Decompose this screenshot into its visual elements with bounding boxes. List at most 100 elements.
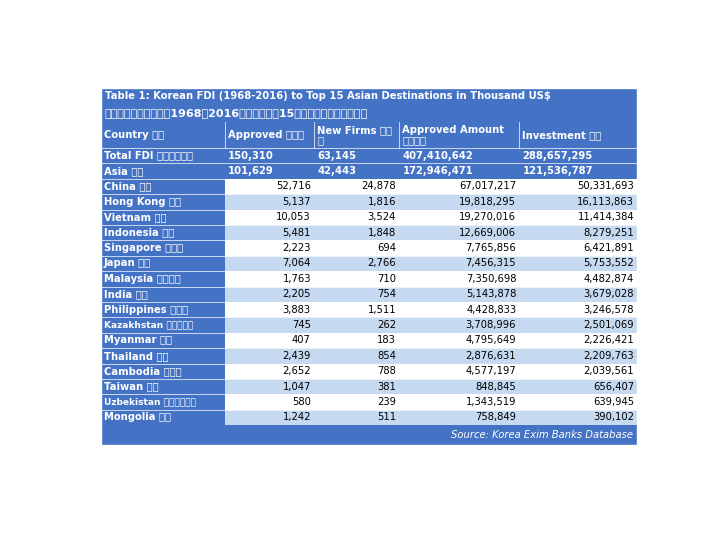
- Text: 639,945: 639,945: [593, 397, 634, 407]
- Text: 4,482,874: 4,482,874: [584, 274, 634, 284]
- Text: 150,310: 150,310: [228, 151, 274, 161]
- Text: 4,577,197: 4,577,197: [466, 366, 516, 376]
- Text: 3,246,578: 3,246,578: [583, 305, 634, 315]
- Bar: [101, 88, 637, 105]
- Text: Singapore 新加坡: Singapore 新加坡: [104, 243, 183, 253]
- Text: 854: 854: [377, 351, 396, 361]
- Text: Source: Korea Exim Banks Database: Source: Korea Exim Banks Database: [451, 430, 634, 440]
- Text: 390,102: 390,102: [593, 413, 634, 422]
- Text: 1,343,519: 1,343,519: [466, 397, 516, 407]
- Bar: [101, 394, 225, 410]
- Text: 511: 511: [377, 413, 396, 422]
- Text: Indonesia 印尼: Indonesia 印尼: [104, 228, 174, 238]
- Text: 656,407: 656,407: [593, 382, 634, 392]
- Text: New Firms 新公: New Firms 新公: [317, 125, 392, 135]
- Bar: [101, 210, 225, 225]
- Bar: [101, 256, 225, 271]
- Text: 7,765,856: 7,765,856: [466, 243, 516, 253]
- Bar: [101, 271, 637, 287]
- Bar: [101, 240, 637, 256]
- Text: 6,421,891: 6,421,891: [583, 243, 634, 253]
- Text: 2,209,763: 2,209,763: [583, 351, 634, 361]
- Text: 7,064: 7,064: [282, 259, 311, 268]
- Text: 67,017,217: 67,017,217: [459, 181, 516, 192]
- Text: 2,876,631: 2,876,631: [466, 351, 516, 361]
- Bar: [101, 318, 637, 333]
- Text: Investment 投資: Investment 投資: [523, 130, 602, 140]
- Text: 1,511: 1,511: [367, 305, 396, 315]
- Text: Total FDI 對外投資總額: Total FDI 對外投資總額: [104, 151, 193, 161]
- Bar: [101, 302, 637, 318]
- Text: 50,331,693: 50,331,693: [577, 181, 634, 192]
- Text: Table 1: Korean FDI (1968-2016) to Top 15 Asian Destinations in Thousand US$: Table 1: Korean FDI (1968-2016) to Top 1…: [104, 91, 551, 102]
- Bar: [101, 318, 225, 333]
- Text: 2,223: 2,223: [282, 243, 311, 253]
- Text: 8,279,251: 8,279,251: [583, 228, 634, 238]
- Text: Thailand 泰國: Thailand 泰國: [104, 351, 168, 361]
- Text: Country 國家: Country 國家: [104, 130, 164, 140]
- Text: 758,849: 758,849: [475, 413, 516, 422]
- Bar: [101, 179, 225, 194]
- Bar: [101, 105, 637, 122]
- Text: 1,047: 1,047: [282, 382, 311, 392]
- Text: 2,439: 2,439: [282, 351, 311, 361]
- Bar: [101, 410, 225, 425]
- Bar: [101, 348, 637, 363]
- Bar: [101, 425, 637, 445]
- Text: 381: 381: [377, 382, 396, 392]
- Bar: [101, 148, 637, 164]
- Text: 754: 754: [377, 289, 396, 299]
- Text: 2,205: 2,205: [282, 289, 311, 299]
- Text: 10,053: 10,053: [276, 212, 311, 222]
- Text: 5,481: 5,481: [282, 228, 311, 238]
- Text: 262: 262: [377, 320, 396, 330]
- Bar: [101, 287, 225, 302]
- Text: 16,113,863: 16,113,863: [577, 197, 634, 207]
- Bar: [101, 287, 637, 302]
- Text: 407: 407: [292, 335, 311, 346]
- Bar: [101, 363, 637, 379]
- Text: 12,669,006: 12,669,006: [459, 228, 516, 238]
- Text: 4,428,833: 4,428,833: [466, 305, 516, 315]
- Text: Kazakhstan 哈薩克斯坦: Kazakhstan 哈薩克斯坦: [104, 321, 193, 329]
- Text: 表１：韓國對外投資（1968－2016）在亞洲的前15個目的地（以千美元計）: 表１：韓國對外投資（1968－2016）在亞洲的前15個目的地（以千美元計）: [104, 109, 368, 118]
- Text: 745: 745: [292, 320, 311, 330]
- Bar: [101, 379, 225, 394]
- Text: 1,763: 1,763: [282, 274, 311, 284]
- Text: 11,414,384: 11,414,384: [577, 212, 634, 222]
- Text: Approved Amount: Approved Amount: [402, 125, 504, 135]
- Text: 1,816: 1,816: [368, 197, 396, 207]
- Bar: [101, 333, 637, 348]
- Text: Vietnam 越南: Vietnam 越南: [104, 212, 166, 222]
- Bar: [101, 164, 637, 179]
- Bar: [101, 256, 637, 271]
- Bar: [101, 194, 637, 210]
- Bar: [101, 379, 637, 394]
- Text: 3,883: 3,883: [283, 305, 311, 315]
- Text: Philippines 菲律賓: Philippines 菲律賓: [104, 305, 188, 315]
- Bar: [101, 394, 637, 410]
- Text: 788: 788: [377, 366, 396, 376]
- Text: 19,270,016: 19,270,016: [459, 212, 516, 222]
- Text: 3,679,028: 3,679,028: [583, 289, 634, 299]
- Text: 3,524: 3,524: [368, 212, 396, 222]
- Text: 24,878: 24,878: [361, 181, 396, 192]
- Bar: [101, 225, 225, 240]
- Text: Malaysia 馬來西亞: Malaysia 馬來西亞: [104, 274, 181, 284]
- Bar: [101, 210, 637, 225]
- Text: 710: 710: [377, 274, 396, 284]
- Text: 63,145: 63,145: [317, 151, 356, 161]
- Bar: [101, 271, 225, 287]
- Text: Taiwan 台灣: Taiwan 台灣: [104, 382, 158, 392]
- Text: 2,039,561: 2,039,561: [583, 366, 634, 376]
- Text: 2,226,421: 2,226,421: [583, 335, 634, 346]
- Text: 183: 183: [377, 335, 396, 346]
- Text: 288,657,295: 288,657,295: [523, 151, 593, 161]
- Text: India 印度: India 印度: [104, 289, 148, 299]
- Text: 580: 580: [292, 397, 311, 407]
- Text: Hong Kong 香港: Hong Kong 香港: [104, 197, 181, 207]
- Text: 42,443: 42,443: [317, 166, 356, 176]
- Text: 司: 司: [317, 136, 323, 146]
- Text: 1,848: 1,848: [368, 228, 396, 238]
- Text: Asia 亞洲: Asia 亞洲: [104, 166, 143, 176]
